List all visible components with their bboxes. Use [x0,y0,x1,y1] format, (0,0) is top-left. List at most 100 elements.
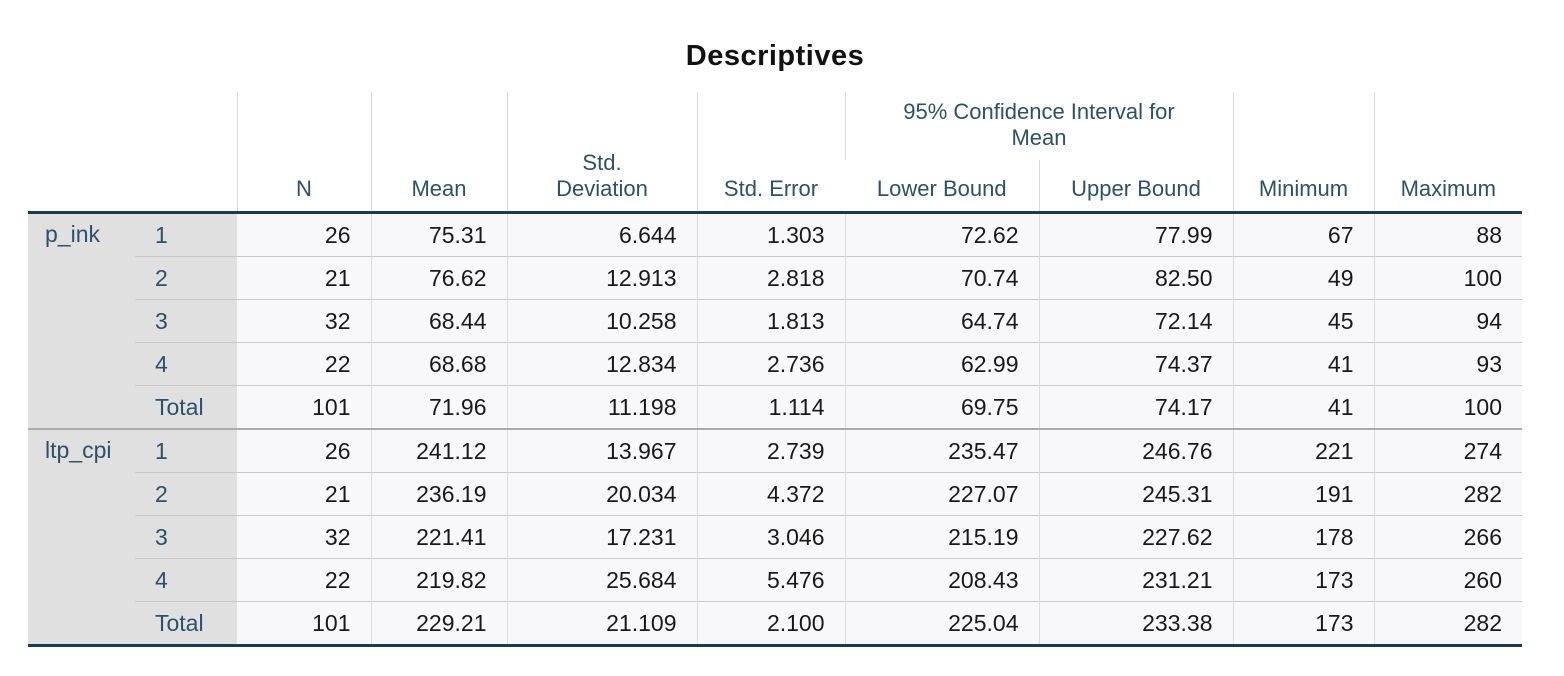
column-header-mean-label: Mean [411,176,467,202]
cell-lower-bound: 72.62 [844,212,1039,257]
cell-std-deviation: 21.109 [506,601,697,646]
cell-maximum: 88 [1373,212,1522,257]
level-label: 3 [135,515,237,559]
cell-upper-bound: 245.31 [1038,472,1233,516]
level-label: 4 [135,342,237,386]
cell-maximum: 260 [1373,558,1522,602]
cell-lower-bound: 62.99 [844,342,1039,386]
cell-mean: 75.31 [370,212,507,257]
cell-n: 26 [237,428,371,473]
cell-lower-bound: 69.75 [844,385,1039,429]
cell-n: 21 [237,472,371,516]
table-row-total: Total 101 71.96 11.198 1.114 69.75 74.17… [28,385,1522,429]
cell-mean: 71.96 [370,385,507,429]
level-label: 4 [135,558,237,602]
header-row-bounds: Lower Bound Upper Bound [28,160,1522,214]
cell-n: 101 [237,601,371,646]
table-row: 4 22 219.82 25.684 5.476 208.43 231.21 1… [28,558,1522,602]
cell-mean: 241.12 [370,428,507,473]
cell-n: 26 [237,212,371,257]
column-header-std-error-label: Std. Error [723,176,819,202]
cell-std-deviation: 13.967 [506,428,697,473]
cell-maximum: 266 [1373,515,1522,559]
cell-std-deviation: 6.644 [506,212,697,257]
cell-std-error: 4.372 [696,472,845,516]
cell-minimum: 173 [1232,601,1374,646]
descriptives-table[interactable]: N Mean Std. Deviation Std. Error 95% Con… [28,92,1522,647]
cell-lower-bound: 64.74 [844,299,1039,343]
table-row: 3 32 68.44 10.258 1.813 64.74 72.14 45 9… [28,299,1522,343]
cell-n: 32 [237,299,371,343]
cell-lower-bound: 70.74 [844,256,1039,300]
header-row-span: N Mean Std. Deviation Std. Error 95% Con… [28,92,1522,214]
header-corner [28,92,237,214]
cell-maximum: 94 [1373,299,1522,343]
cell-upper-bound: 246.76 [1038,428,1233,473]
cell-maximum: 93 [1373,342,1522,386]
cell-std-error: 2.739 [696,428,845,473]
column-header-maximum-label: Maximum [1400,176,1496,202]
cell-minimum: 49 [1232,256,1374,300]
cell-mean: 76.62 [370,256,507,300]
cell-std-error: 1.114 [696,385,845,429]
cell-n: 22 [237,558,371,602]
cell-maximum: 282 [1373,472,1522,516]
cell-std-deviation: 20.034 [506,472,697,516]
cell-std-error: 1.813 [696,299,845,343]
level-label: 3 [135,299,237,343]
cell-upper-bound: 231.21 [1038,558,1233,602]
level-label-total: Total [135,601,237,646]
cell-upper-bound: 74.37 [1038,342,1233,386]
cell-mean: 219.82 [370,558,507,602]
table-row: ltp_cpi 1 26 241.12 13.967 2.739 235.47 … [28,428,1522,646]
column-header-std-deviation-label: Std. Deviation [556,150,648,202]
column-header-upper-bound: Upper Bound [1038,160,1233,214]
cell-std-error: 2.736 [696,342,845,386]
column-header-maximum: Maximum [1373,92,1522,214]
cell-std-deviation: 12.913 [506,256,697,300]
cell-lower-bound: 225.04 [844,601,1039,646]
column-header-lower-bound: Lower Bound [845,160,1039,214]
column-header-minimum: Minimum [1232,92,1374,214]
column-header-n-label: N [296,176,312,202]
cell-lower-bound: 215.19 [844,515,1039,559]
cell-mean: 221.41 [370,515,507,559]
cell-std-deviation: 25.684 [506,558,697,602]
cell-maximum: 274 [1373,428,1522,473]
cell-minimum: 173 [1232,558,1374,602]
column-header-n: N [236,92,371,214]
cell-minimum: 191 [1232,472,1374,516]
level-label: 1 [135,212,237,257]
cell-maximum: 100 [1373,256,1522,300]
cell-std-deviation: 17.231 [506,515,697,559]
cell-lower-bound: 235.47 [844,428,1039,473]
column-header-mean: Mean [370,92,507,214]
table-title: Descriptives [685,40,865,72]
span-header-confidence-interval: 95% Confidence Interval for Mean [844,92,1233,160]
column-header-upper-bound-label: Upper Bound [1071,176,1201,202]
group-label-ltp-cpi: ltp_cpi [28,428,135,646]
table-row: 4 22 68.68 12.834 2.736 62.99 74.37 41 9… [28,342,1522,386]
cell-mean: 236.19 [370,472,507,516]
cell-minimum: 45 [1232,299,1374,343]
cell-std-deviation: 10.258 [506,299,697,343]
level-label: 1 [135,428,237,473]
cell-minimum: 178 [1232,515,1374,559]
column-header-lower-bound-label: Lower Bound [876,176,1007,202]
cell-std-error: 3.046 [696,515,845,559]
cell-n: 101 [237,385,371,429]
cell-n: 21 [237,256,371,300]
cell-std-deviation: 11.198 [506,385,697,429]
column-header-std-error: Std. Error [696,92,845,214]
cell-n: 22 [237,342,371,386]
cell-upper-bound: 82.50 [1038,256,1233,300]
level-label-total: Total [135,385,237,429]
cell-n: 32 [237,515,371,559]
cell-lower-bound: 227.07 [844,472,1039,516]
cell-upper-bound: 227.62 [1038,515,1233,559]
cell-minimum: 41 [1232,342,1374,386]
group-label-p-ink: p_ink [28,212,135,429]
table-row: p_ink 1 26 75.31 6.644 1.303 72.62 77.99… [28,212,1522,429]
cell-mean: 68.68 [370,342,507,386]
